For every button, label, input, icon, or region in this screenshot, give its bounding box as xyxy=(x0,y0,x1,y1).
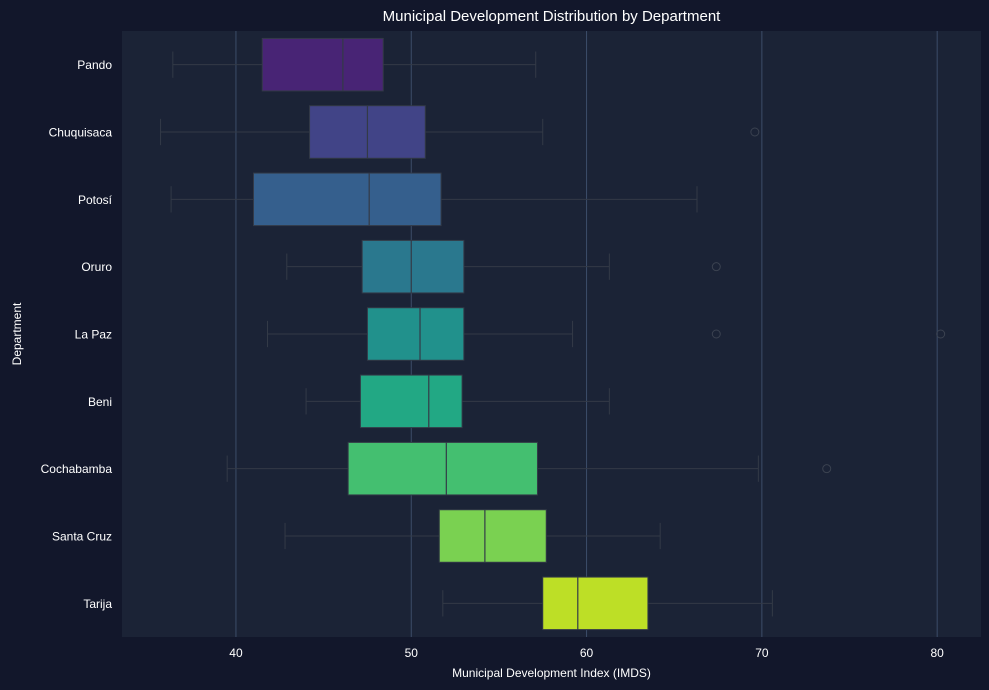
box xyxy=(366,307,465,361)
box-group xyxy=(267,307,946,361)
box-group xyxy=(286,239,721,294)
y-tick-label: Chuquisaca xyxy=(49,126,113,140)
outlier-point xyxy=(822,464,832,474)
boxes-layer xyxy=(160,37,946,631)
x-tick-label: 50 xyxy=(405,646,419,660)
outlier-point xyxy=(711,262,721,272)
y-tick-label: Potosí xyxy=(78,193,113,207)
x-axis-label: Municipal Development Index (IMDS) xyxy=(452,666,651,680)
chart-title: Municipal Development Distribution by De… xyxy=(383,8,721,25)
box xyxy=(361,239,465,294)
box xyxy=(359,374,463,429)
box xyxy=(261,37,384,92)
tick-labels: 40 50 60 70 80 Pando Chuquisaca Potosí Oruro La P… xyxy=(41,58,945,660)
y-tick-label: Cochabamba xyxy=(41,462,113,476)
box-group xyxy=(226,441,832,496)
box xyxy=(252,172,442,227)
y-tick-label: Beni xyxy=(88,395,112,409)
box-group xyxy=(172,37,537,92)
x-tick-label: 40 xyxy=(229,646,243,660)
box-group xyxy=(160,105,760,159)
box xyxy=(542,576,649,631)
outlier-point xyxy=(711,329,721,339)
x-tick-label: 70 xyxy=(755,646,769,660)
x-tick-label: 60 xyxy=(580,646,594,660)
y-tick-label: Oruro xyxy=(81,260,112,274)
box-group xyxy=(305,374,610,429)
box-group xyxy=(284,509,661,563)
outlier-point xyxy=(750,127,760,137)
outlier-point xyxy=(936,329,946,339)
y-tick-label: Santa Cruz xyxy=(52,530,112,544)
y-tick-label: Pando xyxy=(77,58,112,72)
y-tick-label: La Paz xyxy=(75,328,112,342)
y-tick-label: Tarija xyxy=(83,597,112,611)
y-axis-label: Department xyxy=(10,302,24,365)
box-group xyxy=(170,172,698,227)
box-group xyxy=(442,576,773,631)
box xyxy=(347,441,538,496)
box xyxy=(438,509,547,563)
x-tick-label: 80 xyxy=(930,646,944,660)
